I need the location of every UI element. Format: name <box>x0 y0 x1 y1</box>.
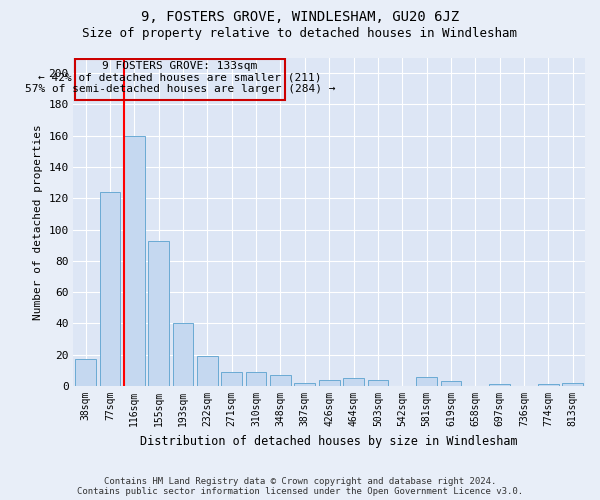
Text: Size of property relative to detached houses in Windlesham: Size of property relative to detached ho… <box>83 28 517 40</box>
Bar <box>124 136 145 386</box>
Bar <box>221 372 242 386</box>
Bar <box>416 376 437 386</box>
Bar <box>100 192 120 386</box>
Bar <box>295 383 315 386</box>
Text: ← 42% of detached houses are smaller (211): ← 42% of detached houses are smaller (21… <box>38 72 322 83</box>
Bar <box>368 380 388 386</box>
Bar <box>343 378 364 386</box>
Text: 9, FOSTERS GROVE, WINDLESHAM, GU20 6JZ: 9, FOSTERS GROVE, WINDLESHAM, GU20 6JZ <box>141 10 459 24</box>
Text: 57% of semi-detached houses are larger (284) →: 57% of semi-detached houses are larger (… <box>25 84 335 94</box>
Bar <box>490 384 510 386</box>
Bar <box>74 59 286 100</box>
Bar <box>562 383 583 386</box>
Bar <box>538 384 559 386</box>
Bar <box>270 375 291 386</box>
Bar <box>440 382 461 386</box>
X-axis label: Distribution of detached houses by size in Windlesham: Distribution of detached houses by size … <box>140 434 518 448</box>
Bar <box>173 324 193 386</box>
Text: 9 FOSTERS GROVE: 133sqm: 9 FOSTERS GROVE: 133sqm <box>103 60 257 70</box>
Text: Contains HM Land Registry data © Crown copyright and database right 2024.: Contains HM Land Registry data © Crown c… <box>104 477 496 486</box>
Bar <box>319 380 340 386</box>
Text: Contains public sector information licensed under the Open Government Licence v3: Contains public sector information licen… <box>77 487 523 496</box>
Bar <box>148 240 169 386</box>
Y-axis label: Number of detached properties: Number of detached properties <box>33 124 43 320</box>
Bar <box>75 360 96 386</box>
Bar <box>197 356 218 386</box>
Bar <box>246 372 266 386</box>
